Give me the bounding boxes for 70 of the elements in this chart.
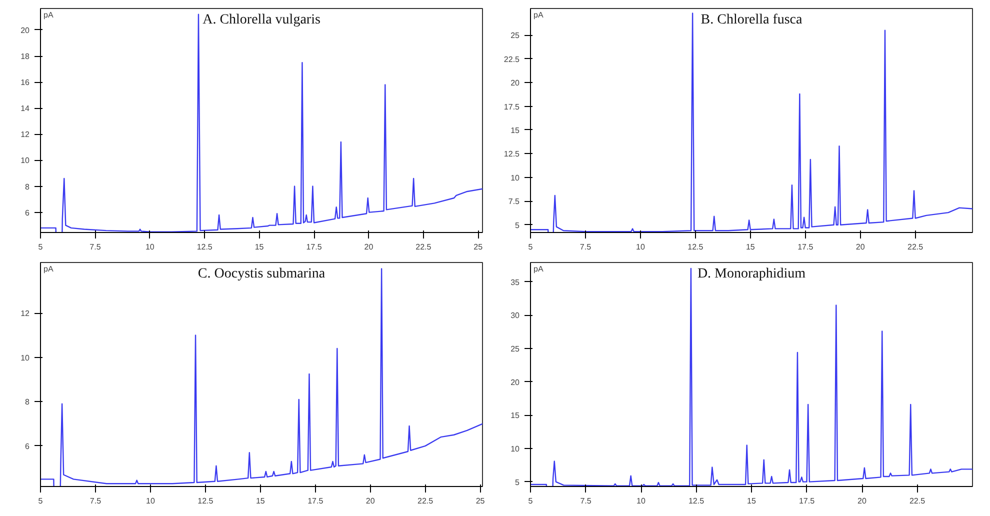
y-tick-label: 20 <box>510 78 520 88</box>
y-tick-label: 17.5 <box>504 102 520 112</box>
x-tick-label: 17.5 <box>306 242 322 252</box>
x-tick-label: 15 <box>746 242 756 252</box>
y-tick-label: 10 <box>20 156 30 166</box>
x-tick-label: 10 <box>636 496 646 506</box>
chart-title: B. Chlorella fusca <box>700 12 804 28</box>
y-tick-label: 10 <box>510 444 520 454</box>
y-tick-label: 20 <box>20 26 30 35</box>
x-tick-label: 15 <box>747 496 756 506</box>
y-tick-label: 30 <box>510 311 520 320</box>
y-tick-label: 8 <box>25 182 30 192</box>
x-tick-label: 25 <box>474 242 484 252</box>
x-tick-label: 20 <box>366 496 376 506</box>
y-tick-label: 8 <box>25 398 30 407</box>
x-tick-label: 10 <box>145 242 155 252</box>
y-axis-title: pA <box>44 264 54 274</box>
x-tick-label: 20 <box>364 242 374 252</box>
y-tick-label: 10 <box>20 353 30 362</box>
chart-title: C. Oocystis submarina <box>198 266 326 282</box>
x-tick-label: 10 <box>146 496 156 506</box>
y-tick-label: 16 <box>20 78 30 88</box>
x-tick-label: 15 <box>256 496 266 506</box>
x-tick-label: 17.5 <box>308 496 324 506</box>
x-tick-label: 10 <box>636 242 646 252</box>
x-tick-label: 12.5 <box>198 496 214 506</box>
x-tick-label: 7.5 <box>580 496 592 506</box>
y-tick-label: 14 <box>20 104 30 114</box>
x-tick-label: 5 <box>528 242 534 252</box>
y-axis-title: pA <box>44 10 54 20</box>
x-tick-label: 20 <box>858 496 867 506</box>
y-tick-label: 15 <box>510 126 520 135</box>
x-tick-label: 22.5 <box>908 242 924 252</box>
x-tick-label: 20 <box>856 242 866 252</box>
x-tick-label: 7.5 <box>90 496 102 506</box>
x-tick-label: 25 <box>476 496 486 506</box>
x-tick-label: 5 <box>38 242 44 252</box>
x-tick-label: 22.5 <box>418 496 434 506</box>
x-tick-label: 5 <box>38 496 44 506</box>
y-tick-label: 5 <box>515 478 520 487</box>
y-tick-label: 35 <box>510 278 520 287</box>
chart-title: D. Monoraphidium <box>697 266 806 282</box>
x-tick-label: 15 <box>254 242 264 252</box>
x-tick-label: 22.5 <box>909 496 926 506</box>
y-tick-label: 6 <box>25 208 30 218</box>
y-tick-label: 10 <box>510 173 520 182</box>
y-tick-label: 18 <box>20 52 30 62</box>
y-tick-label: 22.5 <box>504 54 520 64</box>
y-tick-label: 7.5 <box>508 197 520 206</box>
y-axis-title: pA <box>534 10 544 20</box>
y-tick-label: 6 <box>25 442 30 451</box>
y-axis-title: pA <box>534 264 544 274</box>
x-tick-label: 12.5 <box>196 242 213 252</box>
x-tick-label: 12.5 <box>688 242 704 252</box>
y-tick-label: 25 <box>510 344 520 354</box>
y-tick-label: 12 <box>20 130 30 140</box>
y-tick-label: 12.5 <box>504 150 520 159</box>
y-tick-label: 25 <box>510 31 520 40</box>
x-tick-label: 22.5 <box>416 242 432 252</box>
x-tick-label: 7.5 <box>580 242 592 252</box>
x-tick-label: 17.5 <box>798 242 814 252</box>
chart-title: A. Chlorella vulgaris <box>202 12 320 28</box>
x-tick-label: 5 <box>528 496 534 506</box>
y-tick-label: 12 <box>20 309 30 318</box>
x-tick-label: 17.5 <box>798 496 816 506</box>
x-tick-label: 12.5 <box>688 496 705 506</box>
y-tick-label: 20 <box>510 378 520 387</box>
y-tick-label: 15 <box>510 411 520 420</box>
y-tick-label: 5 <box>515 220 520 230</box>
x-tick-label: 7.5 <box>90 242 102 252</box>
